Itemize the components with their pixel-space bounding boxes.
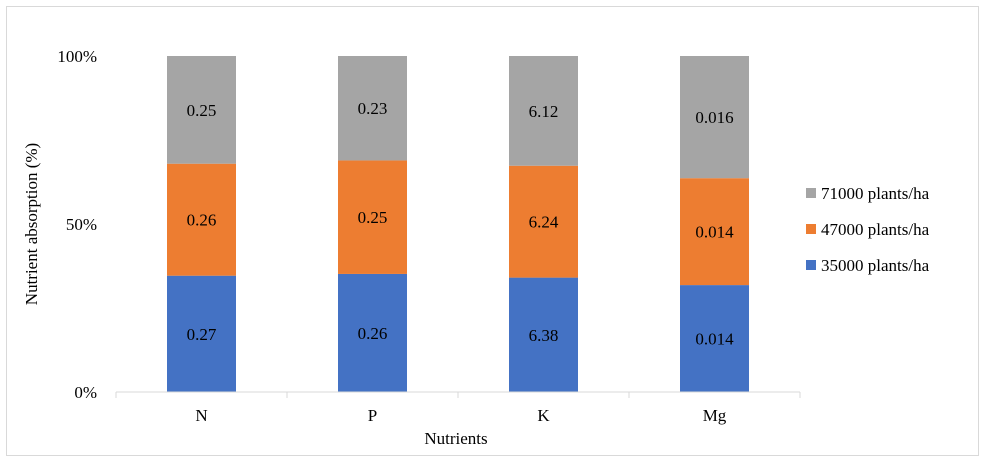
bar-n-35000-plants-ha: [167, 275, 236, 392]
x-tick-label-n: N: [195, 406, 207, 425]
y-tick-label: 0%: [74, 383, 97, 402]
y-tick-label: 100%: [57, 47, 97, 66]
x-tick-label-mg: Mg: [703, 406, 727, 425]
data-label-k-71000-plants-ha: 6.12: [529, 102, 559, 121]
data-label-k-47000-plants-ha: 6.24: [529, 213, 559, 232]
x-tick-label-p: P: [368, 406, 377, 425]
data-label-p-47000-plants-ha: 0.25: [358, 208, 388, 227]
data-label-mg-71000-plants-ha: 0.016: [695, 108, 733, 127]
bar-k-47000-plants-ha: [509, 165, 578, 278]
legend-label: 71000 plants/ha: [821, 184, 930, 203]
bar-mg-35000-plants-ha: [680, 285, 749, 392]
data-label-n-47000-plants-ha: 0.26: [187, 211, 217, 230]
bar-k-35000-plants-ha: [509, 277, 578, 392]
x-axis-title: Nutrients: [424, 429, 487, 448]
data-label-k-35000-plants-ha: 6.38: [529, 326, 559, 345]
data-label-n-35000-plants-ha: 0.27: [187, 325, 217, 344]
y-tick-label: 50%: [66, 215, 97, 234]
bar-p-35000-plants-ha: [338, 273, 407, 392]
data-label-p-35000-plants-ha: 0.26: [358, 324, 388, 343]
x-tick-label-k: K: [537, 406, 550, 425]
data-label-mg-47000-plants-ha: 0.014: [695, 223, 734, 242]
bar-n-71000-plants-ha: [167, 56, 236, 164]
bar-p-47000-plants-ha: [338, 160, 407, 274]
bar-k-71000-plants-ha: [509, 56, 578, 166]
bar-n-47000-plants-ha: [167, 163, 236, 276]
legend-swatch: [806, 260, 816, 270]
bar-mg-47000-plants-ha: [680, 178, 749, 286]
legend-item-47000-plants-ha: 47000 plants/ha: [806, 220, 930, 239]
bar-p-71000-plants-ha: [338, 56, 407, 161]
data-label-n-71000-plants-ha: 0.25: [187, 101, 217, 120]
legend-item-71000-plants-ha: 71000 plants/ha: [806, 184, 930, 203]
legend-label: 47000 plants/ha: [821, 220, 930, 239]
bar-mg-71000-plants-ha: [680, 56, 749, 179]
legend: 71000 plants/ha 47000 plants/ha 35000 plan…: [806, 184, 930, 275]
y-axis-title: Nutrient absorption (%): [22, 143, 41, 305]
legend-swatch: [806, 188, 816, 198]
bars-layer: [167, 56, 749, 392]
legend-label: 35000 plants/ha: [821, 256, 930, 275]
data-label-mg-35000-plants-ha: 0.014: [695, 330, 734, 349]
x-ticks-layer: N P K Mg: [115, 392, 801, 425]
y-ticks-layer: 0% 50% 100%: [57, 47, 97, 402]
data-label-p-71000-plants-ha: 0.23: [358, 99, 388, 118]
data-labels-layer: 0.27 0.26 0.25 0.26 0.25 0.23 6.38 6.24 6.12 0.01…: [187, 99, 735, 348]
legend-item-35000-plants-ha: 35000 plants/ha: [806, 256, 930, 275]
legend-swatch: [806, 224, 816, 234]
